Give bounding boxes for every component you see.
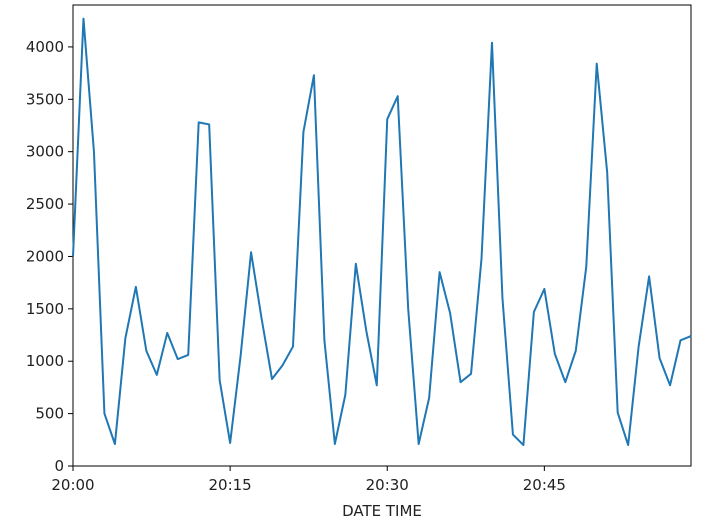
data-point [177, 358, 179, 360]
data-point [250, 251, 252, 253]
data-point [323, 339, 325, 341]
data-point [292, 346, 294, 348]
data-point [564, 381, 566, 383]
data-point [449, 312, 451, 314]
data-point [543, 288, 545, 290]
data-point [669, 384, 671, 386]
y-tick-label: 1000 [26, 352, 64, 370]
x-tick-label: 20:30 [366, 476, 409, 494]
data-point [638, 346, 640, 348]
data-point [313, 74, 315, 76]
data-point [501, 297, 503, 299]
data-point [145, 350, 147, 352]
x-axis-ticks: 20:00 20:15 20:30 20:45 [51, 466, 566, 494]
data-point [522, 444, 524, 446]
data-point [208, 123, 210, 125]
data-point [166, 332, 168, 334]
data-point [439, 271, 441, 273]
data-point [690, 335, 692, 337]
data-point [533, 311, 535, 313]
data-point [72, 255, 74, 257]
y-tick-label: 3000 [26, 143, 64, 161]
series-line [72, 17, 692, 447]
y-tick-label: 0 [54, 457, 64, 475]
y-tick-label: 1500 [26, 300, 64, 318]
y-tick-label: 500 [35, 405, 64, 423]
data-point [240, 355, 242, 357]
data-point [365, 330, 367, 332]
data-point [575, 350, 577, 352]
data-point [397, 95, 399, 97]
data-point [187, 354, 189, 356]
data-point [418, 443, 420, 445]
data-point [124, 337, 126, 339]
data-point [407, 308, 409, 310]
data-point [386, 118, 388, 120]
data-point [271, 378, 273, 380]
data-point [229, 442, 231, 444]
data-point [606, 172, 608, 174]
y-tick-label: 3500 [26, 90, 64, 108]
data-point [156, 374, 158, 376]
data-point [334, 443, 336, 445]
y-tick-label: 4000 [26, 38, 64, 56]
data-point [659, 357, 661, 359]
data-point [344, 394, 346, 396]
x-axis-title: DATE TIME [342, 502, 422, 520]
series-layer [72, 17, 692, 447]
data-point [491, 42, 493, 44]
data-point [554, 353, 556, 355]
data-point [460, 381, 462, 383]
data-point [198, 121, 200, 123]
x-tick-label: 20:15 [209, 476, 252, 494]
data-point [261, 317, 263, 319]
data-point [470, 373, 472, 375]
data-point [596, 63, 598, 65]
data-point [281, 364, 283, 366]
data-point [680, 339, 682, 341]
data-point [355, 263, 357, 265]
data-point [627, 444, 629, 446]
data-point [512, 434, 514, 436]
data-point [428, 397, 430, 399]
data-point [135, 286, 137, 288]
data-point [103, 413, 105, 415]
y-axis-ticks: 0 500 1000 1500 2000 2500 3000 3500 4000 [26, 38, 73, 475]
y-tick-label: 2000 [26, 247, 64, 265]
y-tick-label: 2500 [26, 195, 64, 213]
data-point [481, 258, 483, 260]
data-point [93, 151, 95, 153]
data-point [302, 131, 304, 133]
data-point [585, 266, 587, 268]
x-tick-label: 20:45 [523, 476, 566, 494]
data-point [114, 443, 116, 445]
x-tick-label: 20:00 [51, 476, 94, 494]
data-point [82, 18, 84, 20]
data-point [376, 384, 378, 386]
data-point [219, 379, 221, 381]
data-point [648, 275, 650, 277]
data-point [617, 412, 619, 414]
